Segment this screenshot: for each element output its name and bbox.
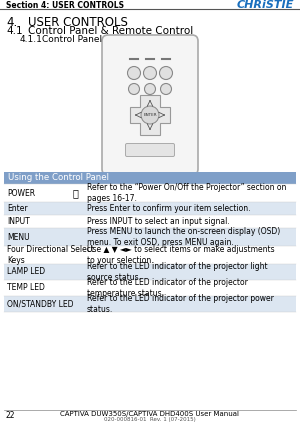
Text: Refer to the LED indicator of the projector light
source status.: Refer to the LED indicator of the projec…: [87, 262, 268, 282]
Bar: [4, 215, 296, 228]
Text: Press Enter to confirm your item selection.: Press Enter to confirm your item selecti…: [87, 204, 250, 213]
Text: Control Panel & Remote Control: Control Panel & Remote Control: [28, 26, 193, 36]
Text: CAPTIVA DUW350S/CAPTIVA DHD400S User Manual: CAPTIVA DUW350S/CAPTIVA DHD400S User Man…: [61, 411, 239, 417]
Text: ON/STANDBY LED: ON/STANDBY LED: [7, 299, 74, 308]
FancyBboxPatch shape: [102, 35, 198, 175]
Text: ENTER: ENTER: [143, 113, 157, 117]
Circle shape: [128, 83, 140, 95]
Text: Press MENU to launch the on-screen display (OSD)
menu. To exit OSD, press MENU a: Press MENU to launch the on-screen displ…: [87, 227, 280, 247]
Circle shape: [141, 106, 159, 124]
Bar: [4, 264, 296, 280]
Circle shape: [143, 66, 157, 80]
Bar: [4, 280, 296, 296]
Text: Refer to the LED indicator of the projector power
status.: Refer to the LED indicator of the projec…: [87, 294, 274, 314]
Text: Use ▲ ▼ ◄► to select items or make adjustments
to your selection.: Use ▲ ▼ ◄► to select items or make adjus…: [87, 245, 274, 265]
Text: ™: ™: [289, 0, 294, 5]
Text: ⏻: ⏻: [72, 188, 78, 198]
Bar: [4, 246, 296, 264]
Text: Press INPUT to select an input signal.: Press INPUT to select an input signal.: [87, 217, 230, 226]
Text: Enter: Enter: [7, 204, 28, 213]
Text: MENU: MENU: [7, 233, 30, 242]
Bar: [4, 202, 296, 215]
Bar: [4, 184, 296, 202]
Text: Four Directional Select
Keys: Four Directional Select Keys: [7, 245, 94, 265]
Text: TEMP LED: TEMP LED: [7, 283, 45, 293]
Text: 22: 22: [6, 411, 16, 420]
Text: Refer to the LED indicator of the projector
temperature status.: Refer to the LED indicator of the projec…: [87, 278, 248, 298]
Circle shape: [160, 83, 172, 95]
Bar: [4, 172, 296, 184]
Bar: [4, 296, 296, 312]
Text: 4.: 4.: [6, 16, 17, 29]
Circle shape: [160, 66, 172, 80]
Bar: [4, 228, 296, 246]
Polygon shape: [130, 95, 170, 135]
Text: 4.1: 4.1: [6, 26, 22, 36]
Text: USER CONTROLS: USER CONTROLS: [28, 16, 128, 29]
Text: Refer to the “Power On/Off the Projector” section on
pages 16-17.: Refer to the “Power On/Off the Projector…: [87, 183, 286, 203]
Text: POWER: POWER: [7, 188, 35, 198]
Text: Section 4: USER CONTROLS: Section 4: USER CONTROLS: [6, 0, 124, 9]
Text: INPUT: INPUT: [7, 217, 30, 226]
Circle shape: [145, 83, 155, 95]
Text: Using the Control Panel: Using the Control Panel: [8, 173, 109, 182]
Text: Control Panel: Control Panel: [42, 35, 102, 44]
FancyBboxPatch shape: [125, 144, 175, 156]
Text: CHRiSTIE: CHRiSTIE: [237, 0, 294, 10]
Text: 020-000816-01  Rev. 1 (07-2015): 020-000816-01 Rev. 1 (07-2015): [104, 417, 196, 421]
Circle shape: [128, 66, 140, 80]
Text: 4.1.1: 4.1.1: [20, 35, 43, 44]
Text: LAMP LED: LAMP LED: [7, 268, 45, 276]
